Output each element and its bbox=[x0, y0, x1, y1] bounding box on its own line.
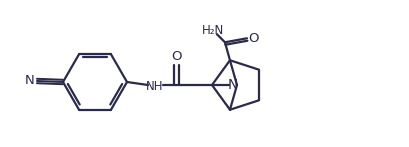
Text: N: N bbox=[228, 78, 238, 92]
Text: O: O bbox=[171, 51, 181, 64]
Text: O: O bbox=[249, 32, 259, 45]
Text: NH: NH bbox=[146, 80, 164, 92]
Text: H₂N: H₂N bbox=[202, 24, 224, 37]
Text: N: N bbox=[25, 75, 35, 87]
